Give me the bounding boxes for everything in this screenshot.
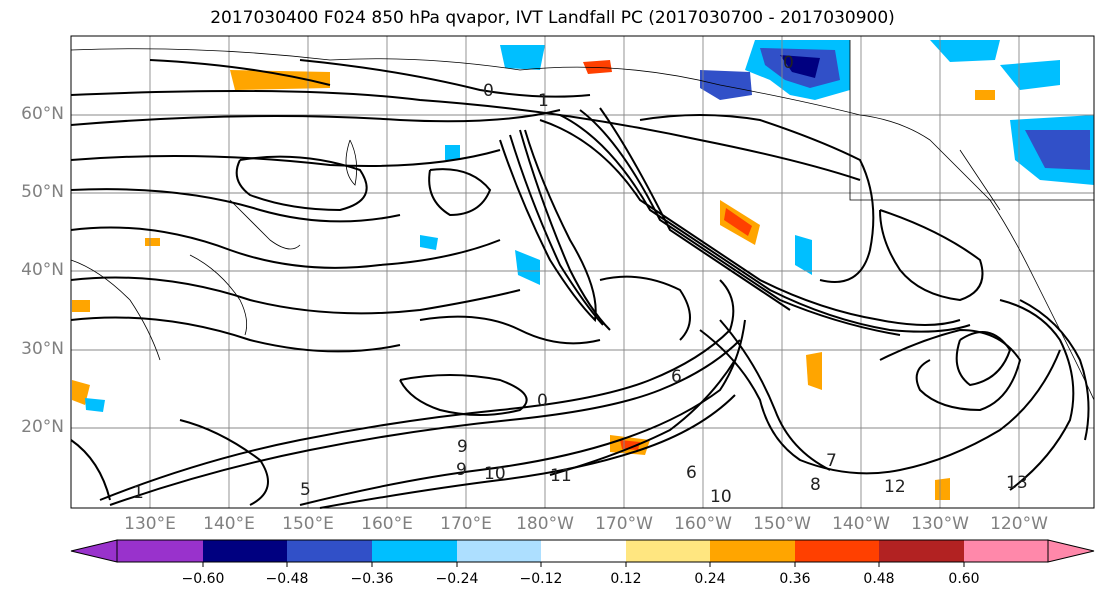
anomaly-patch — [806, 352, 822, 390]
colorbar-tick-label: −0.48 — [265, 571, 309, 587]
contour-label: 9 — [456, 460, 467, 480]
lon-label-150e: 150°E — [282, 514, 334, 534]
lon-label-160e: 160°E — [361, 514, 413, 534]
lat-label-20n: 20°N — [21, 417, 64, 437]
contour-label: 10 — [710, 487, 732, 507]
colorbar-tick-label: 0.48 — [863, 571, 895, 587]
colorbar-tick-label: −0.36 — [350, 571, 394, 587]
colorbar-segment — [879, 540, 964, 562]
contour-label: 6 — [671, 367, 682, 387]
map-title: 2017030400 F024 850 hPa qvapor, IVT Land… — [210, 8, 895, 28]
anomaly-patch — [724, 208, 752, 236]
contour-label: 10 — [484, 464, 506, 484]
contour-label: 8 — [810, 475, 821, 495]
contour-label: 1 — [538, 91, 549, 111]
map-frame — [70, 35, 1095, 509]
lat-label-40n: 40°N — [21, 260, 64, 280]
anomaly-patch — [1025, 130, 1090, 170]
anomaly-patch — [515, 250, 540, 285]
anomaly-patch — [935, 478, 950, 500]
colorbar-tick-label: 0.36 — [779, 571, 811, 587]
colorbar-segment — [117, 540, 203, 562]
colorbar — [70, 539, 1095, 567]
colorbar-segment — [287, 540, 372, 562]
lon-label-130e: 130°E — [124, 514, 176, 534]
colorbar-segment — [457, 540, 541, 562]
lon-label-140e: 140°E — [203, 514, 255, 534]
contour-labels: 0 0 1 6 0 9 9 10 11 1 5 10 12 13 7 8 6 — [133, 53, 1028, 507]
lon-label-170w: 170°W — [595, 514, 653, 534]
anomaly-patch — [230, 70, 330, 90]
lat-label-30n: 30°N — [21, 339, 64, 359]
lat-label-60n: 60°N — [21, 104, 64, 124]
coastlines — [70, 40, 1095, 401]
anomaly-patch — [1000, 60, 1060, 90]
colorbar-tick-label: −0.12 — [519, 571, 563, 587]
colorbar-segment — [541, 540, 626, 562]
anomaly-patch — [445, 145, 460, 160]
contour-label: 6 — [686, 463, 697, 483]
colorbar-extend-low — [70, 539, 118, 563]
contour-label: 13 — [1006, 473, 1028, 493]
lon-label-130w: 130°W — [911, 514, 969, 534]
contour-label: 1 — [133, 483, 144, 503]
contour-label: 7 — [826, 451, 837, 471]
colorbar-extend-high — [1047, 539, 1095, 563]
shading-layer — [72, 40, 1094, 500]
colorbar-tick-label: 0.60 — [948, 571, 980, 587]
anomaly-patch — [583, 60, 612, 74]
colorbar-frame — [116, 539, 1049, 563]
contour-lines — [70, 59, 1090, 509]
lat-label-50n: 50°N — [21, 182, 64, 202]
colorbar-tick-label: −0.60 — [181, 571, 225, 587]
contour-label: 11 — [550, 466, 572, 486]
contour-label: 0 — [783, 53, 794, 73]
colorbar-segment — [372, 540, 457, 562]
contour-label: 9 — [457, 437, 468, 457]
contour-label: 0 — [537, 391, 548, 411]
lon-label-170e: 170°E — [440, 514, 492, 534]
colorbar-tick-label: −0.24 — [435, 571, 479, 587]
graticule — [71, 36, 1094, 508]
contour-label: 0 — [483, 81, 494, 101]
colorbar-segment — [795, 540, 879, 562]
anomaly-patch — [145, 238, 160, 246]
colorbar-segment — [964, 540, 1048, 562]
colorbar-segment — [626, 540, 710, 562]
anomaly-patch — [930, 40, 1000, 62]
anomaly-patch — [975, 90, 995, 100]
lon-label-140w: 140°W — [832, 514, 890, 534]
lon-label-160w: 160°W — [674, 514, 732, 534]
anomaly-patch — [72, 300, 90, 312]
contour-label: 5 — [300, 480, 311, 500]
colorbar-tick-label: 0.12 — [610, 571, 642, 587]
colorbar-tick-label: 0.24 — [694, 571, 726, 587]
anomaly-patch — [500, 45, 545, 70]
colorbar-segment — [710, 540, 795, 562]
anomaly-patch — [700, 70, 752, 100]
colorbar-segment — [203, 540, 287, 562]
anomaly-patch — [780, 55, 820, 78]
contour-label: 12 — [884, 477, 906, 497]
anomaly-patch — [620, 440, 640, 450]
lon-label-180w: 180°W — [516, 514, 574, 534]
anomaly-patch — [85, 398, 105, 412]
anomaly-patch — [795, 235, 812, 275]
lon-label-120w: 120°W — [990, 514, 1048, 534]
anomaly-patch — [420, 235, 438, 250]
lon-label-150w: 150°W — [753, 514, 811, 534]
